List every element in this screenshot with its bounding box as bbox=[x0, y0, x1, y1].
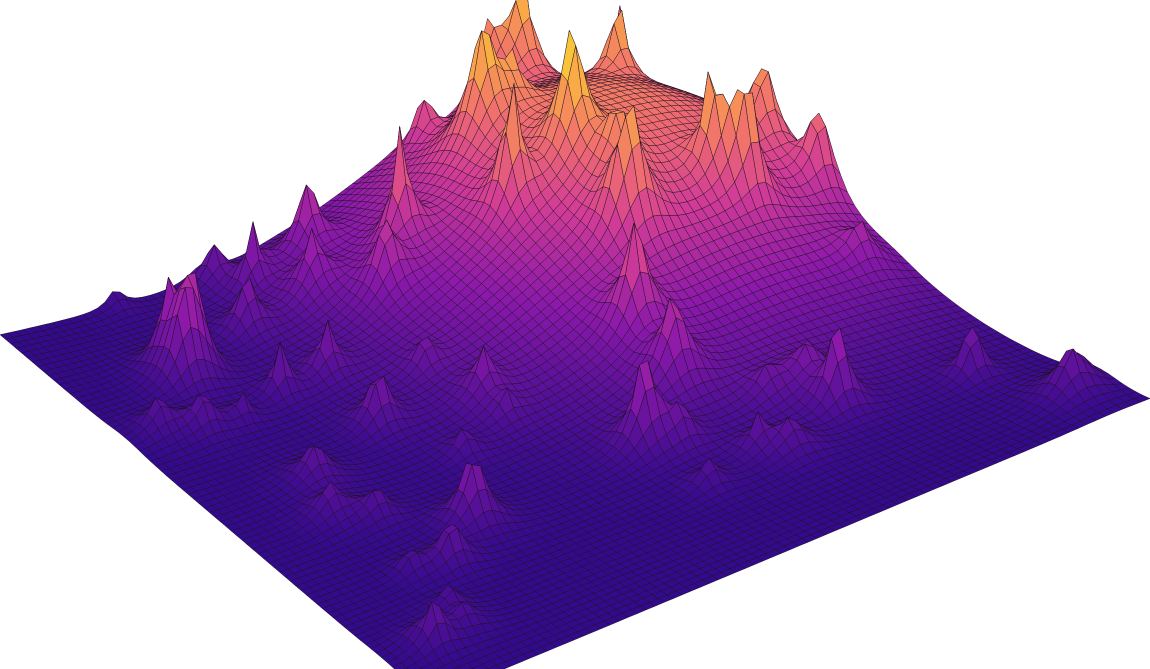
surface-mesh bbox=[0, 0, 1150, 669]
page: Surface {} html, body { margin: 0; paddi… bbox=[0, 0, 1150, 669]
surface-plot bbox=[0, 0, 1150, 669]
page-body: (() => { JSON.parse(document.getElementB… bbox=[0, 0, 1150, 669]
